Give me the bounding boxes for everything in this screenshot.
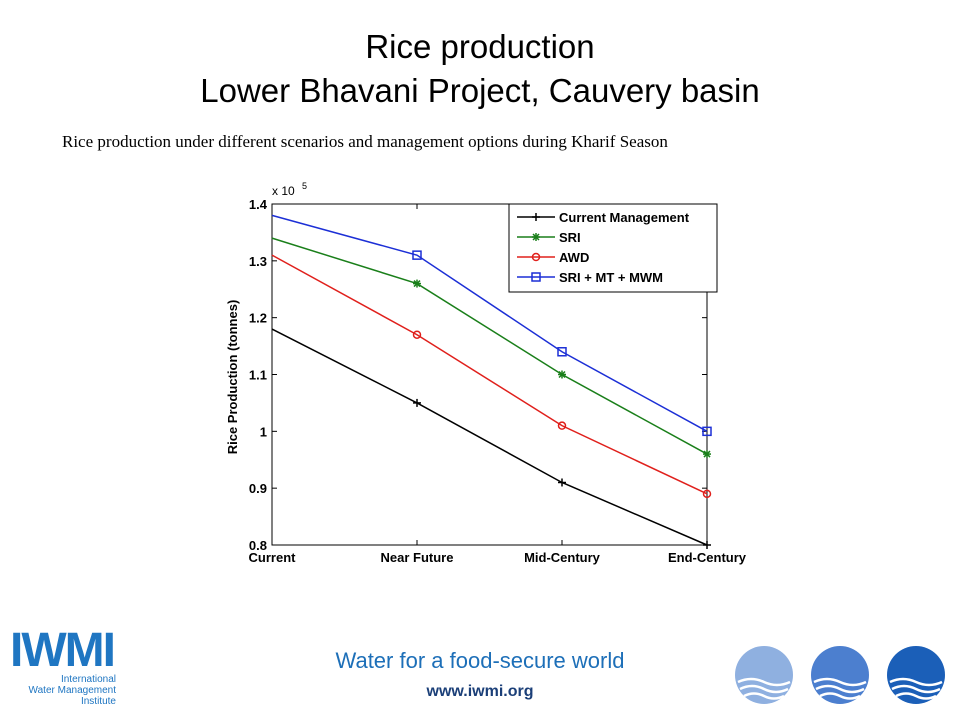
slide-title-line2: Lower Bhavani Project, Cauvery basin <box>200 72 760 109</box>
x-tick-label: Current <box>249 550 297 565</box>
x-tick-label: Mid-Century <box>524 550 601 565</box>
logo-line-2: Water Management <box>28 685 116 696</box>
marker-square <box>702 426 712 437</box>
logo-mark: IWMI <box>10 624 116 677</box>
y-multiplier-label: x 10 <box>272 184 295 198</box>
marker-square <box>531 272 541 282</box>
line-chart: 0.8 0.9 1 1.1 1.2 1.3 1.4 Current Near Future Mid… <box>225 181 747 565</box>
marker-star <box>532 233 540 241</box>
series-line <box>271 328 708 546</box>
marker-star <box>703 450 711 458</box>
globe-icon-3 <box>887 646 945 704</box>
x-tick-label: Near Future <box>381 550 454 565</box>
marker-square <box>557 347 567 357</box>
y-tick-label: 1.4 <box>249 197 268 212</box>
y-tick-label: 0.9 <box>249 481 267 496</box>
legend-entry: SRI + MT + MWM <box>517 270 663 285</box>
y-axis-label: Rice Production (tonnes) <box>225 300 240 455</box>
footer-globe-icons <box>735 646 945 704</box>
globe-icon-1 <box>735 646 793 704</box>
legend-label: Current Management <box>559 210 690 225</box>
legend-entry: AWD <box>517 250 589 265</box>
globe-icon-2 <box>811 646 869 704</box>
y-tick-label: 1 <box>260 424 267 439</box>
slide-subtitle: Rice production under different scenario… <box>62 132 668 151</box>
legend-label: AWD <box>559 250 589 265</box>
marker-star <box>558 370 566 379</box>
legend-entry: Current Management <box>517 210 690 225</box>
y-tick-label: 1.2 <box>249 311 267 326</box>
series-line <box>271 237 708 455</box>
chart-axes: 0.8 0.9 1 1.1 1.2 1.3 1.4 Current Near Future Mid… <box>225 181 747 565</box>
marker-square <box>412 250 422 260</box>
series-current-management <box>271 328 711 549</box>
logo-line-3: Institute <box>80 696 116 707</box>
series-line <box>271 214 708 432</box>
iwmi-logo: IWMI International Water Management Inst… <box>10 624 120 710</box>
y-multiplier-exponent: 5 <box>302 181 307 191</box>
series-sri-mt-mwm <box>271 214 712 437</box>
chart-series <box>271 214 712 549</box>
marker-star <box>413 280 421 288</box>
series-line <box>271 254 708 495</box>
legend-label: SRI <box>559 230 581 245</box>
y-tick-label: 1.1 <box>249 368 267 383</box>
footer-tagline: Water for a food-secure world <box>335 648 625 673</box>
chart-legend: Current Management SRI AWD SRI + MT + MWM <box>508 203 718 293</box>
legend-label: SRI + MT + MWM <box>559 270 663 285</box>
y-tick-label: 0.8 <box>249 538 267 553</box>
slide-title-line1: Rice production <box>365 28 595 65</box>
legend-entry: SRI <box>517 230 581 245</box>
series-sri <box>271 237 711 459</box>
marker-circle <box>557 421 567 430</box>
logo-line-1: International <box>60 674 116 685</box>
marker-circle <box>702 489 712 499</box>
x-tick-label: End-Century <box>668 550 747 565</box>
series-awd <box>271 254 712 499</box>
footer-website[interactable]: www.iwmi.org <box>426 683 534 700</box>
marker-circle <box>412 330 422 339</box>
y-tick-label: 1.3 <box>249 254 267 269</box>
marker-circle <box>531 252 541 262</box>
